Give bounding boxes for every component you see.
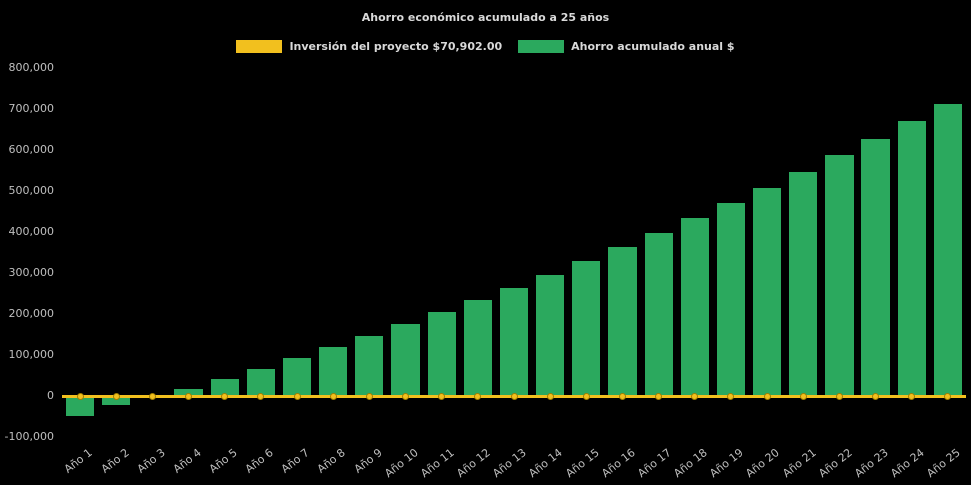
savings-bar [897,121,926,396]
x-axis-tick-label: Año 8 [315,446,349,476]
savings-bar [644,233,673,396]
legend: Inversión del proyecto $70,902.00 Ahorro… [0,40,971,53]
savings-bar [210,379,239,396]
investment-line-marker [257,392,265,400]
savings-bar [174,388,203,396]
investment-line-marker [655,392,663,400]
investment-line-marker [185,392,193,400]
investment-line-marker [365,392,373,400]
savings-bar [102,396,131,406]
investment-line-marker [763,392,771,400]
savings-bar [825,155,854,396]
legend-item-investment: Inversión del proyecto $70,902.00 [236,40,502,53]
x-axis-tick-label: Año 23 [852,446,891,481]
x-axis-tick-label: Año 18 [671,446,710,481]
y-axis-tick-label: 200,000 [8,307,55,320]
investment-line-marker [872,392,880,400]
investment-line-marker [799,392,807,400]
investment-line-marker [546,392,554,400]
investment-line-marker [76,392,84,400]
x-axis-tick-label: Año 1 [62,446,96,476]
investment-line-marker [944,392,952,400]
investment-line-marker [727,392,735,400]
y-axis-tick-label: -100,000 [4,430,54,443]
y-axis-tick-label: 600,000 [8,143,55,156]
savings-bar [355,335,384,396]
x-axis-tick-label: Año 15 [562,446,602,481]
x-axis-tick-label: Año 4 [170,446,204,476]
savings-bar [789,171,818,396]
investment-line-marker [691,392,699,400]
savings-bar [282,357,312,396]
savings-bar-swatch [518,40,565,53]
savings-bar [499,287,529,396]
investment-line-swatch [236,40,283,53]
investment-line-marker [293,392,301,400]
savings-bar [680,218,709,396]
legend-label-investment: Inversión del proyecto $70,902.00 [289,40,503,53]
investment-line-marker [582,392,590,400]
savings-bar [463,300,492,396]
x-axis-tick-label: Año 6 [242,446,276,476]
investment-line-marker [402,392,410,400]
investment-line-marker [112,392,120,400]
y-axis-tick-label: 0 [47,389,54,402]
savings-bar [933,103,963,396]
x-axis-tick-label: Año 19 [707,446,746,481]
x-axis-tick-label: Año 21 [779,446,819,481]
x-axis-tick-label: Año 22 [815,446,855,481]
savings-bar [608,247,637,396]
investment-line-marker [510,392,518,400]
y-axis-tick-label: 300,000 [8,266,55,279]
investment-line-marker [438,392,446,400]
investment-line-marker [835,392,843,400]
savings-bar [319,346,348,396]
y-axis-tick-label: 100,000 [8,348,55,361]
investment-line-marker [329,392,337,400]
x-axis-tick-label: Año 2 [98,446,132,476]
savings-bar [536,274,565,396]
chart-title: Ahorro económico acumulado a 25 años [361,11,610,24]
investment-line-marker [618,392,626,400]
y-axis-tick-label: 700,000 [8,102,55,115]
legend-label-savings: Ahorro acumulado anual $ [571,40,735,53]
x-axis-tick-label: Año 13 [490,446,530,481]
investment-line-marker [474,392,482,400]
y-axis-tick-label: 500,000 [8,184,55,197]
x-axis-tick-label: Año 3 [134,446,168,476]
y-axis-tick-label: 400,000 [8,225,55,238]
x-axis-tick-label: Año 10 [382,446,421,481]
investment-line-marker [148,392,156,400]
x-axis-tick-label: Año 25 [924,446,963,481]
y-axis-tick-label: 800,000 [8,61,55,74]
savings-bar [391,323,420,396]
x-axis-tick-label: Año 5 [206,446,240,476]
savings-bar [65,396,95,416]
investment-line-marker [221,392,229,400]
savings-bar [861,138,890,396]
x-axis-tick-label: Año 9 [351,446,385,476]
savings-bar [427,312,456,396]
x-axis-tick-label: Año 20 [743,446,783,481]
x-axis-tick-label: Año 7 [279,446,313,476]
savings-bar [246,368,275,396]
x-axis-tick-label: Año 14 [526,446,566,481]
x-axis-tick-label: Año 17 [635,446,674,481]
savings-bar [753,187,782,396]
legend-item-savings: Ahorro acumulado anual $ [518,40,735,53]
savings-bar [716,203,746,396]
investment-line-marker [908,392,916,400]
x-axis-tick-label: Año 11 [418,446,457,481]
x-axis-tick-label: Año 24 [888,446,927,481]
savings-bar [572,261,601,396]
x-axis-tick-label: Año 16 [598,446,638,481]
x-axis-tick-label: Año 12 [454,446,493,481]
